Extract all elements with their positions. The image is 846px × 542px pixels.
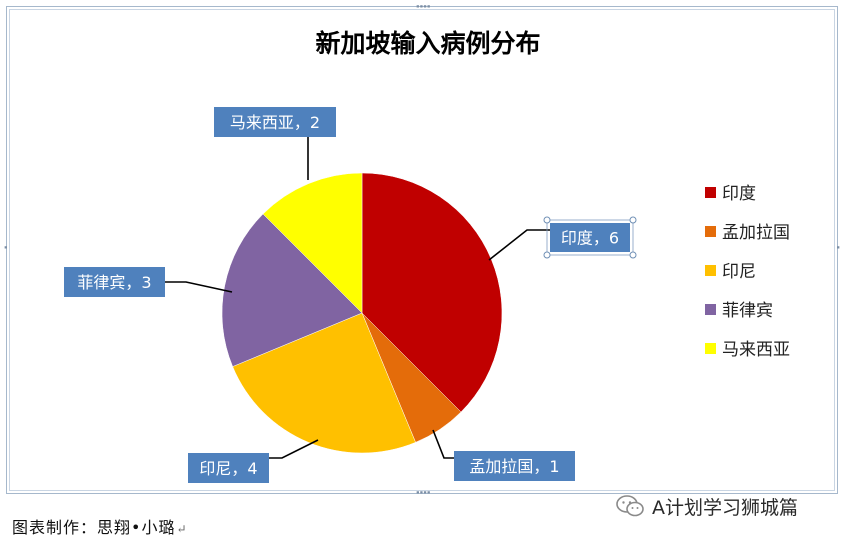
- data-label-box-series-1[interactable]: [454, 451, 575, 481]
- leader-line-series-3: [165, 281, 233, 293]
- leader-lines: [165, 137, 550, 459]
- legend-label-series-0: 印度: [722, 184, 756, 204]
- data-label-series-1: 孟加拉国，1: [469, 457, 559, 476]
- selection-handle[interactable]: [543, 216, 551, 224]
- legend-label-series-1: 孟加拉国: [722, 223, 790, 243]
- selection-handle[interactable]: [629, 251, 637, 259]
- selection-handle[interactable]: [629, 216, 637, 224]
- selection-handle[interactable]: [543, 251, 551, 259]
- data-label-box-series-4[interactable]: [214, 107, 336, 137]
- selection-outline: [546, 219, 634, 256]
- resize-handle-left[interactable]: ▪: [4, 244, 8, 251]
- resize-handle-bottom[interactable]: ▪▪▪▪: [416, 489, 431, 496]
- leader-line-series-2: [269, 439, 319, 459]
- legend-label-series-3: 菲律宾: [722, 301, 773, 321]
- pie-slice-series-2[interactable]: [232, 312, 416, 454]
- chart-frame-inner: [9, 9, 835, 491]
- legend-swatch-series-3: [705, 304, 716, 315]
- legend-swatch-series-2: [705, 265, 716, 276]
- chart-title: 新加坡输入病例分布: [315, 29, 540, 58]
- legend-swatch-series-1: [705, 226, 716, 237]
- paragraph-mark: ↵: [176, 522, 188, 536]
- data-label-series-3: 菲律宾，3: [77, 273, 151, 292]
- leader-line-series-1: [432, 429, 458, 459]
- data-labels: 印度，6 孟加拉国，1 印尼，4 菲律宾，3 马来西亚，2: [64, 107, 637, 483]
- data-label-series-4: 马来西亚，2: [230, 113, 320, 132]
- watermark-text: A计划学习狮城篇: [652, 496, 798, 519]
- resize-handle-top[interactable]: ▪▪▪▪: [416, 3, 431, 10]
- pie-slice-series-0[interactable]: [361, 172, 503, 413]
- legend-label-series-4: 马来西亚: [722, 340, 790, 360]
- resize-handle-right[interactable]: ▪: [836, 244, 840, 251]
- data-label-series-2: 印尼，4: [199, 459, 257, 478]
- pie-slices: [221, 172, 503, 454]
- pie-slice-series-4[interactable]: [262, 172, 363, 314]
- caption-text: 图表制作：思翔•小璐: [12, 518, 176, 537]
- data-label-box-series-2[interactable]: [188, 453, 269, 483]
- legend-swatch-series-0: [705, 187, 716, 198]
- data-label-box-series-3[interactable]: [64, 267, 165, 297]
- legend-swatch-series-4: [705, 343, 716, 354]
- wechat-icon: [616, 495, 644, 517]
- watermark: A计划学习狮城篇: [616, 491, 798, 521]
- data-label-box-series-0[interactable]: [550, 223, 630, 252]
- data-label-series-0: 印度，6: [561, 229, 619, 248]
- chart-caption: 图表制作：思翔•小璐↵: [12, 514, 188, 538]
- leader-line-series-0: [488, 229, 550, 261]
- pie-slice-series-3[interactable]: [221, 213, 363, 367]
- legend-label-series-2: 印尼: [722, 262, 756, 282]
